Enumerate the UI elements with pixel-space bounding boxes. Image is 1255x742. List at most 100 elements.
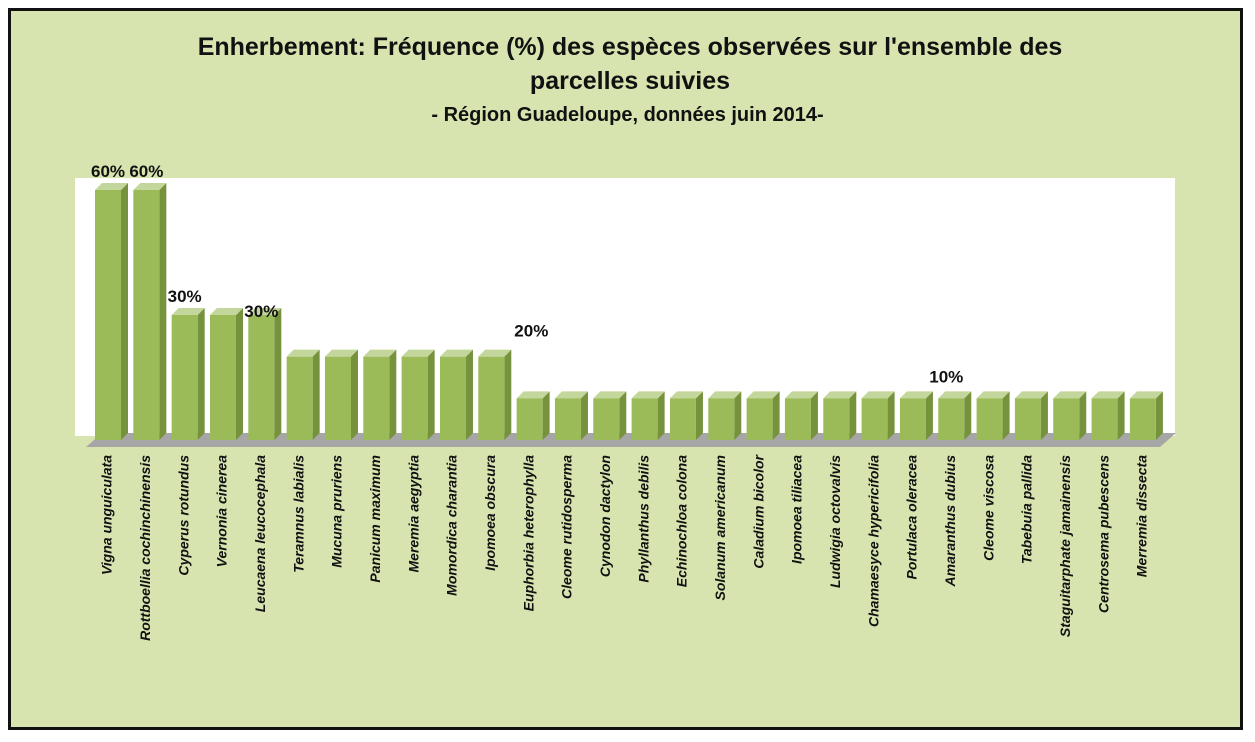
bar-front [554,398,581,440]
x-tick-label: Staguitarphate jamainensis [1057,455,1073,637]
bar-front [784,398,811,440]
bar-side [504,349,512,440]
x-tick-label: Cyperus rotundus [175,455,191,576]
bar [133,183,167,440]
bar-top [784,391,818,399]
bar-top [95,183,128,190]
bar-side [964,391,972,440]
bar [95,183,128,440]
bar-front [95,190,121,440]
bar-front [478,356,505,440]
bar-front [938,398,965,440]
bar [209,308,243,440]
x-tick-label: Meremia aegyptia [405,455,421,573]
bar-side [1079,391,1087,440]
bar-top [1129,391,1163,399]
x-tick-label: Tabebuia pallida [1019,455,1035,564]
bar-front [439,356,466,440]
bar-front [708,398,735,440]
x-tick-label: Vernonia cinerea [214,455,230,568]
bar-front [1053,398,1080,440]
bar-side [427,349,435,440]
bar-side [657,391,665,440]
bar-side [274,308,282,440]
bar [861,391,895,440]
bar-side [1117,391,1125,440]
bar-front [209,315,236,440]
x-tick-label: Cynodon dactylon [597,455,613,577]
bar-front [1091,398,1118,440]
bar [401,349,435,440]
value-label: 20% [514,322,548,341]
bar-front [899,398,926,440]
bar-side [542,391,550,440]
x-tick-label: Vigna unguiculata [99,455,115,575]
value-label: 30% [244,302,278,321]
bar [1091,391,1125,440]
bar-top [631,391,665,399]
bar [1053,391,1087,440]
bar-front [133,190,160,440]
bar [478,349,512,440]
x-tick-label: Ludwigia octovalvis [827,455,843,588]
bar-front [976,398,1003,440]
bar-side [1002,391,1010,440]
bar-top [286,349,320,357]
x-tick-label: Panicum maximum [367,455,383,583]
x-tick-label: Ipomoea obscura [482,455,498,571]
bar-side [197,308,205,440]
bar [286,349,320,440]
bar-front [286,356,313,440]
bar-top [133,183,167,190]
bar-top [861,391,895,399]
value-label: 60% [91,162,125,181]
bar-side [465,349,473,440]
bar-top [746,391,780,399]
bar [746,391,780,440]
x-tick-label: Leucaena leucocephala [252,455,268,612]
bar-top [363,349,397,357]
x-tick-label: Amaranthus dubius [942,455,958,588]
bar-side [734,391,742,440]
bar-front [324,356,351,440]
x-tick-label: Solanum americanum [712,455,728,601]
x-tick-label: Momordica charantia [444,455,460,596]
bar-top [823,391,857,399]
bar [1014,391,1048,440]
x-tick-label: Phyllanthus debilis [635,455,651,583]
bar-side [580,391,588,440]
value-label: 30% [168,287,202,306]
chart-subtitle: - Région Guadeloupe, données juin 2014- [431,104,824,126]
bar-front [1014,398,1041,440]
bar-side [887,391,895,440]
bar-top [708,391,742,399]
bar-top [1091,391,1125,399]
x-tick-label: Merremia dissecta [1134,455,1150,577]
bar-top [669,391,703,399]
bar [784,391,818,440]
bar-top [324,349,358,357]
x-tick-label: Caladium bicolor [750,453,766,568]
x-tick-label: Chamaesyce hypericifolia [865,455,881,627]
bar [363,349,397,440]
bar-front [1129,398,1156,440]
bar-side [695,391,703,440]
x-tick-label: Cleome rutidosperma [559,455,575,599]
bar [554,391,588,440]
chart-title: Enherbement: Fréquence (%) des espèces o… [197,33,1063,95]
bar-top [1053,391,1087,399]
bar-side [619,391,627,440]
x-tick-label: Teramnus labialis [290,455,306,573]
x-tick-label: Centrosema pubescens [1095,455,1111,613]
bar-top [554,391,588,399]
x-tick-label: Portulaca oleracea [904,455,920,580]
bar-front [593,398,620,440]
bar-top [478,349,512,357]
bar [171,308,205,440]
bar [1129,391,1163,440]
bar [938,391,972,440]
bar-top [171,308,205,315]
bar-top [1014,391,1048,399]
bar [823,391,857,440]
bar-front [746,398,773,440]
